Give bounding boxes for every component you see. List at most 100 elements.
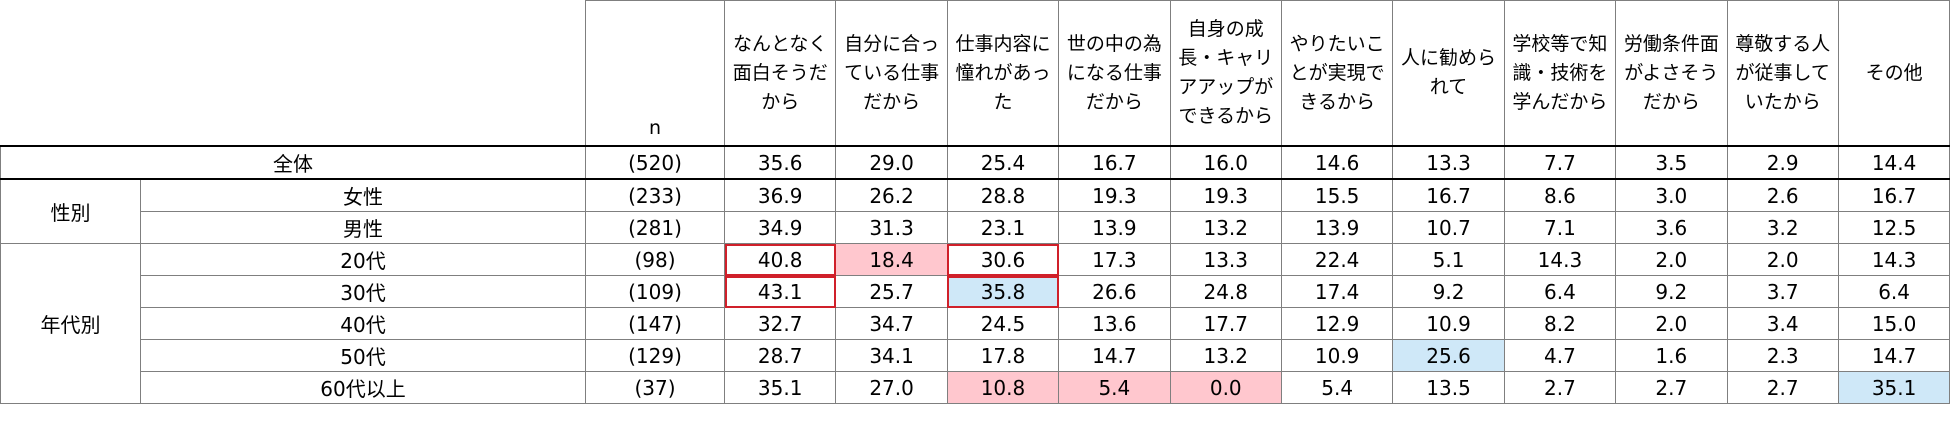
value-cell: 10.7 — [1392, 211, 1505, 244]
overall-row: 全体 (520) 35.6 29.0 25.4 16.7 16.0 14.6 13.3 7.7 3.… — [0, 145, 1950, 180]
column-header: 仕事内容に憧れがあった — [946, 0, 1060, 147]
row-label: 40代 — [140, 307, 586, 340]
n-header: n — [585, 0, 725, 147]
value-cell: 13.3 — [1169, 243, 1282, 276]
value-cell: 16.0 — [1169, 145, 1282, 180]
value-cell: 2.7 — [1726, 371, 1839, 404]
value-cell: 28.8 — [946, 178, 1060, 212]
group-label: 年代別 — [0, 243, 141, 404]
row-label: 女性 — [140, 178, 586, 212]
group-label: 性別 — [0, 178, 141, 244]
data-row: 50代 (129) 28.7 34.1 17.8 14.7 13.2 10.9 25.6 4.7 1… — [1, 339, 1950, 372]
value-cell: 13.9 — [1280, 211, 1394, 244]
value-cell: 6.4 — [1837, 275, 1950, 308]
value-cell: 13.5 — [1392, 371, 1505, 404]
row-label: 全体 — [0, 145, 586, 180]
value-cell: 17.8 — [946, 339, 1060, 372]
n-cell: (109) — [585, 275, 725, 308]
value-cell: 12.9 — [1280, 307, 1394, 340]
value-cell: 15.5 — [1280, 178, 1394, 212]
value-cell: 35.6 — [723, 145, 837, 180]
value-cell: 2.0 — [1726, 243, 1839, 276]
value-cell: 8.6 — [1503, 178, 1617, 212]
value-cell: 5.1 — [1392, 243, 1505, 276]
value-cell: 3.4 — [1726, 307, 1839, 340]
column-header: やりたいことが実現できるから — [1280, 0, 1394, 147]
data-row: 年代別 20代 (98) 40.8 18.4 30.6 17.3 13.3 22.4 5.1 14.… — [0, 243, 1950, 404]
value-cell: 27.0 — [835, 371, 948, 404]
value-cell: 34.7 — [835, 307, 948, 340]
n-cell: (129) — [585, 339, 725, 372]
value-cell: 24.5 — [946, 307, 1060, 340]
value-cell: 8.2 — [1503, 307, 1617, 340]
value-cell: 43.1 — [723, 275, 837, 308]
value-cell: 30.6 — [946, 243, 1060, 276]
value-cell: 2.9 — [1726, 145, 1839, 180]
value-cell: 13.2 — [1169, 339, 1282, 372]
column-header: その他 — [1837, 0, 1950, 147]
value-cell: 16.7 — [1837, 178, 1950, 212]
value-cell: 14.7 — [1058, 339, 1171, 372]
column-header: 労働条件面がよさそうだから — [1615, 0, 1728, 147]
column-header: 世の中の為になる仕事だから — [1058, 0, 1171, 147]
value-cell: 3.6 — [1615, 211, 1728, 244]
value-cell: 2.7 — [1615, 371, 1728, 404]
row-label: 60代以上 — [140, 371, 586, 404]
row-label: 男性 — [140, 211, 586, 244]
value-cell: 10.8 — [946, 371, 1060, 404]
value-cell: 2.6 — [1726, 178, 1839, 212]
value-cell: 2.3 — [1726, 339, 1839, 372]
value-cell: 3.0 — [1615, 178, 1728, 212]
value-cell: 15.0 — [1837, 307, 1950, 340]
value-cell: 26.2 — [835, 178, 948, 212]
value-cell: 2.0 — [1615, 307, 1728, 340]
value-cell: 25.6 — [1392, 339, 1505, 372]
n-cell: (98) — [585, 243, 725, 276]
value-cell: 31.3 — [835, 211, 948, 244]
value-cell: 16.7 — [1058, 145, 1171, 180]
n-cell: (281) — [585, 211, 725, 244]
n-cell: (37) — [585, 371, 725, 404]
value-cell: 12.5 — [1837, 211, 1950, 244]
value-cell: 5.4 — [1058, 371, 1171, 404]
row-label: 20代 — [140, 243, 586, 276]
value-cell: 28.7 — [723, 339, 837, 372]
value-cell: 3.2 — [1726, 211, 1839, 244]
value-cell: 3.7 — [1726, 275, 1839, 308]
value-cell: 34.1 — [835, 339, 948, 372]
value-cell: 26.6 — [1058, 275, 1171, 308]
value-cell: 5.4 — [1280, 371, 1394, 404]
table-body: 全体 (520) 35.6 29.0 25.4 16.7 16.0 14.6 13.3 7.7 3.… — [0, 145, 1950, 404]
row-label: 50代 — [140, 339, 586, 372]
value-cell: 22.4 — [1280, 243, 1394, 276]
value-cell: 16.7 — [1392, 178, 1505, 212]
value-cell: 35.1 — [1837, 371, 1950, 404]
value-cell: 14.7 — [1837, 339, 1950, 372]
value-cell: 35.8 — [946, 275, 1060, 308]
table-header: n なんとなく面白そうだから 自分に合っている仕事だから 仕事内容に憧れがあった 世の中… — [0, 0, 1950, 147]
value-cell: 13.3 — [1392, 145, 1505, 180]
value-cell: 7.1 — [1503, 211, 1617, 244]
value-cell: 17.7 — [1169, 307, 1282, 340]
n-cell: (520) — [585, 145, 725, 180]
data-row: 男性 (281) 34.9 31.3 23.1 13.9 13.2 13.9 10.7 7.1 3.… — [1, 211, 1950, 244]
value-cell: 34.9 — [723, 211, 837, 244]
value-cell: 13.6 — [1058, 307, 1171, 340]
value-cell: 40.8 — [723, 243, 837, 276]
value-cell: 19.3 — [1169, 178, 1282, 212]
value-cell: 2.0 — [1615, 243, 1728, 276]
value-cell: 25.7 — [835, 275, 948, 308]
value-cell: 36.9 — [723, 178, 837, 212]
value-cell: 1.6 — [1615, 339, 1728, 372]
value-cell: 13.2 — [1169, 211, 1282, 244]
row-label: 30代 — [140, 275, 586, 308]
value-cell: 9.2 — [1615, 275, 1728, 308]
data-row: 性別 女性 (233) 36.9 26.2 28.8 19.3 19.3 15.5 16.7 8.6… — [0, 178, 1950, 244]
value-cell: 18.4 — [835, 243, 948, 276]
value-cell: 14.6 — [1280, 145, 1394, 180]
column-header: なんとなく面白そうだから — [723, 0, 837, 147]
value-cell: 10.9 — [1392, 307, 1505, 340]
column-header: 学校等で知識・技術を学んだから — [1503, 0, 1617, 147]
value-cell: 14.3 — [1837, 243, 1950, 276]
